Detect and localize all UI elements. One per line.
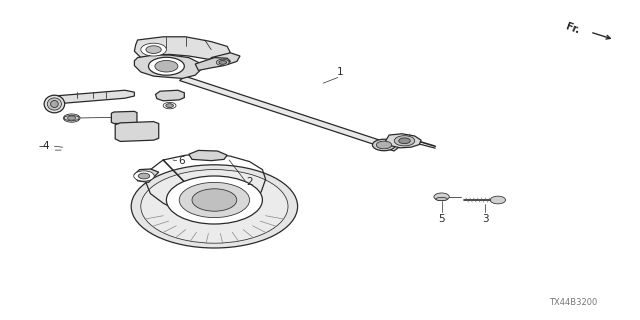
Circle shape (219, 60, 227, 64)
Circle shape (394, 136, 415, 146)
Text: 1: 1 (337, 67, 344, 77)
Circle shape (376, 141, 392, 149)
Text: 2: 2 (246, 177, 253, 188)
Circle shape (399, 138, 410, 144)
Polygon shape (385, 134, 421, 148)
Ellipse shape (436, 197, 447, 201)
Circle shape (141, 170, 288, 243)
Polygon shape (134, 55, 202, 78)
Polygon shape (111, 111, 137, 124)
Polygon shape (156, 90, 184, 101)
Circle shape (179, 182, 250, 218)
Circle shape (163, 102, 176, 109)
Circle shape (372, 139, 396, 151)
Polygon shape (134, 169, 159, 182)
Text: 3: 3 (482, 214, 488, 224)
Polygon shape (54, 90, 134, 104)
Circle shape (141, 43, 166, 56)
Circle shape (134, 171, 154, 181)
Ellipse shape (51, 100, 58, 108)
Polygon shape (211, 53, 240, 65)
Text: TX44B3200: TX44B3200 (548, 298, 597, 307)
Circle shape (146, 46, 161, 53)
Ellipse shape (44, 95, 65, 113)
Polygon shape (189, 150, 227, 161)
Text: 4: 4 (42, 141, 49, 151)
Polygon shape (195, 58, 230, 70)
Circle shape (148, 57, 184, 75)
Circle shape (63, 114, 80, 122)
Polygon shape (115, 122, 159, 141)
Polygon shape (65, 115, 79, 121)
Circle shape (192, 189, 237, 211)
Circle shape (434, 193, 449, 201)
Text: —: — (39, 141, 49, 151)
Circle shape (166, 104, 173, 108)
Polygon shape (180, 76, 399, 151)
Circle shape (490, 196, 506, 204)
Circle shape (166, 176, 262, 224)
Text: 6: 6 (178, 156, 184, 166)
Text: 5: 5 (438, 214, 445, 224)
Circle shape (131, 165, 298, 248)
Circle shape (68, 116, 76, 120)
Text: Fr.: Fr. (564, 21, 581, 35)
Polygon shape (134, 37, 230, 59)
Ellipse shape (47, 98, 61, 110)
Circle shape (155, 60, 178, 72)
Circle shape (138, 173, 150, 179)
Circle shape (216, 59, 229, 66)
